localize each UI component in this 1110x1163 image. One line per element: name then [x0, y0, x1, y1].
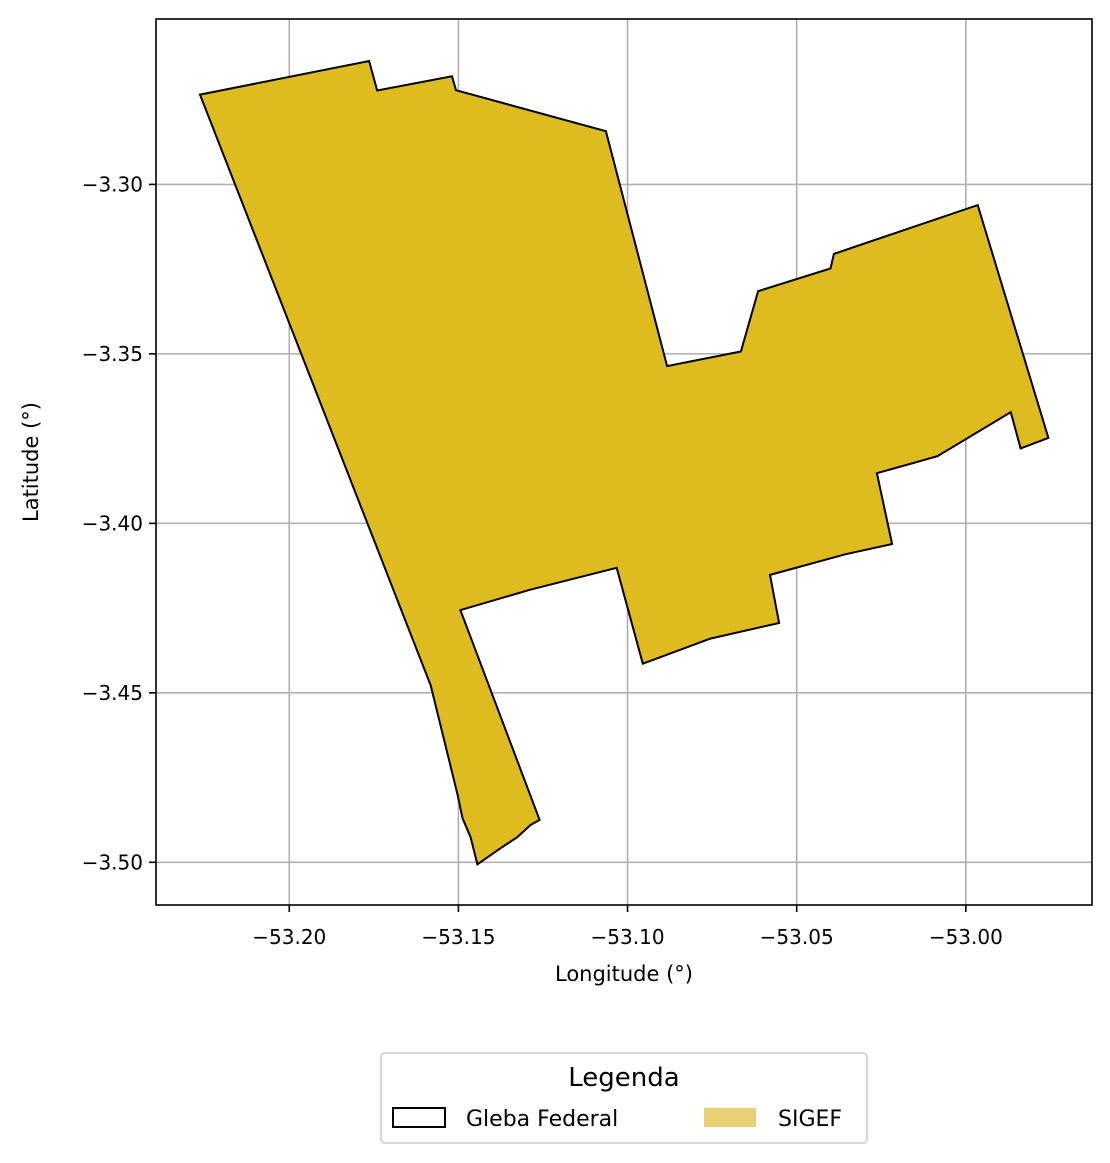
- legend-label-gleba: Gleba Federal: [466, 1107, 618, 1132]
- axis-ticks: −53.20 −53.15 −53.10 −53.05 −53.00 −3.30 −3.35…: [82, 172, 1003, 949]
- y-tick-label: −3.40: [82, 511, 143, 535]
- legend-swatch-gleba: [392, 1107, 446, 1128]
- x-tick-label: −53.20: [252, 925, 326, 949]
- legend: Legenda Gleba Federal SIGEF: [380, 1052, 868, 1144]
- y-tick-label: −3.50: [82, 850, 143, 874]
- plot-frame: [155, 18, 1093, 906]
- x-axis-title: Longitude (°): [555, 962, 693, 986]
- legend-swatch-sigef: [704, 1108, 756, 1127]
- gleba-federal-polygon: [198, 59, 1050, 866]
- y-tick-label: −3.30: [82, 172, 143, 196]
- y-tick-label: −3.45: [82, 681, 143, 705]
- x-tick-label: −53.05: [760, 925, 834, 949]
- x-tick-label: −53.15: [421, 925, 495, 949]
- x-tick-label: −53.10: [591, 925, 665, 949]
- y-tick-label: −3.35: [82, 342, 143, 366]
- polygon-layer: [198, 59, 1050, 866]
- legend-title: Legenda: [568, 1063, 679, 1093]
- x-tick-label: −53.00: [929, 925, 1003, 949]
- y-axis-title: Latitude (°): [19, 402, 43, 522]
- legend-label-sigef: SIGEF: [778, 1107, 842, 1132]
